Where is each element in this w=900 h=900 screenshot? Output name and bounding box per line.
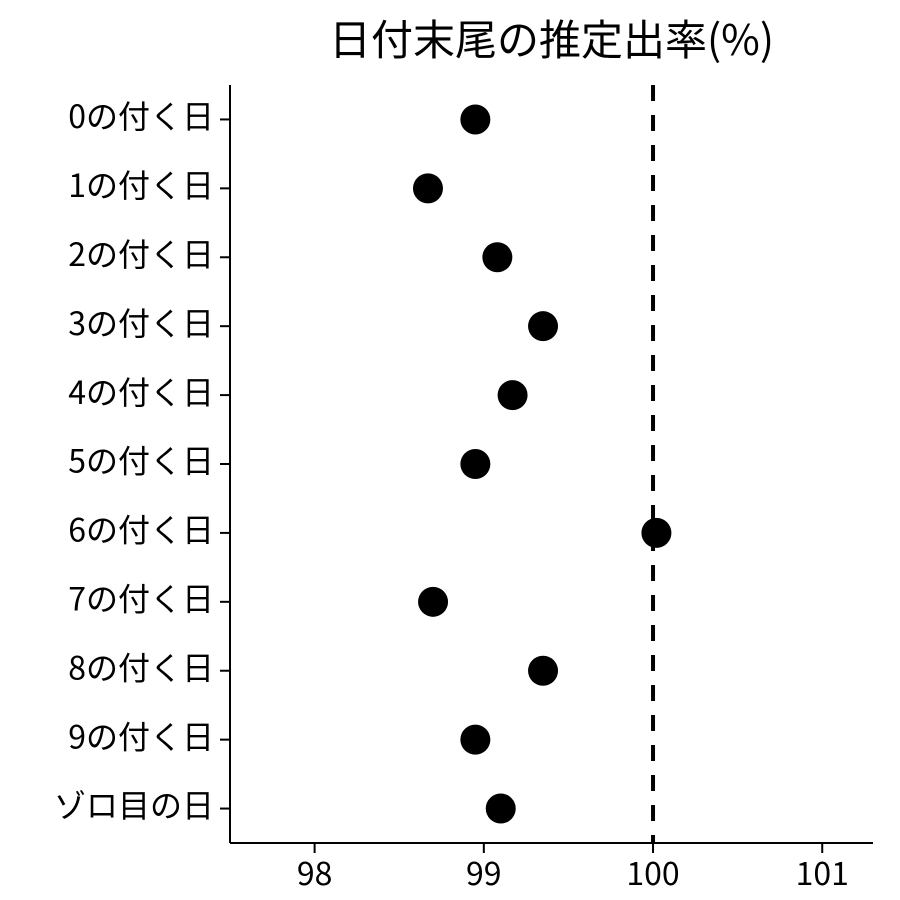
x-tick-label: 99 — [466, 849, 502, 895]
data-point — [498, 380, 528, 410]
data-point — [460, 104, 490, 134]
y-tick-label: 9の付く日 — [68, 712, 214, 758]
data-point — [528, 656, 558, 686]
y-tick-label: 4の付く日 — [68, 368, 214, 414]
x-tick-label: 100 — [626, 849, 679, 895]
dotplot-chart: 日付末尾の推定出率(%) 0の付く日 1の付く日 2の付く日 3の付く日 4の付く日 5の… — [0, 0, 900, 900]
y-tick-label: 3の付く日 — [68, 299, 214, 345]
y-tick-label: 8の付く日 — [68, 643, 214, 689]
data-point — [486, 794, 516, 824]
data-point — [528, 311, 558, 341]
y-tick-label: 0の付く日 — [68, 92, 214, 138]
data-point — [482, 242, 512, 272]
y-tick-label: 1の付く日 — [68, 161, 214, 207]
data-point — [460, 449, 490, 479]
axes: 0の付く日 1の付く日 2の付く日 3の付く日 4の付く日 5の付く日 6の付く日 7の付く日… — [54, 85, 873, 895]
data-point — [413, 173, 443, 203]
data-point — [418, 587, 448, 617]
chart-title: 日付末尾の推定出率(%) — [329, 7, 774, 68]
data-point — [460, 725, 490, 755]
y-tick-label: ゾロ目の日 — [54, 781, 214, 827]
x-tick-label: 98 — [297, 849, 333, 895]
x-tick-label: 101 — [796, 849, 849, 895]
data-points — [413, 104, 671, 823]
y-tick-label: 6の付く日 — [68, 506, 214, 552]
y-tick-label: 7の付く日 — [68, 575, 214, 621]
data-point — [641, 518, 671, 548]
y-tick-label: 2の付く日 — [68, 230, 214, 276]
y-tick-label: 5の付く日 — [68, 437, 214, 483]
